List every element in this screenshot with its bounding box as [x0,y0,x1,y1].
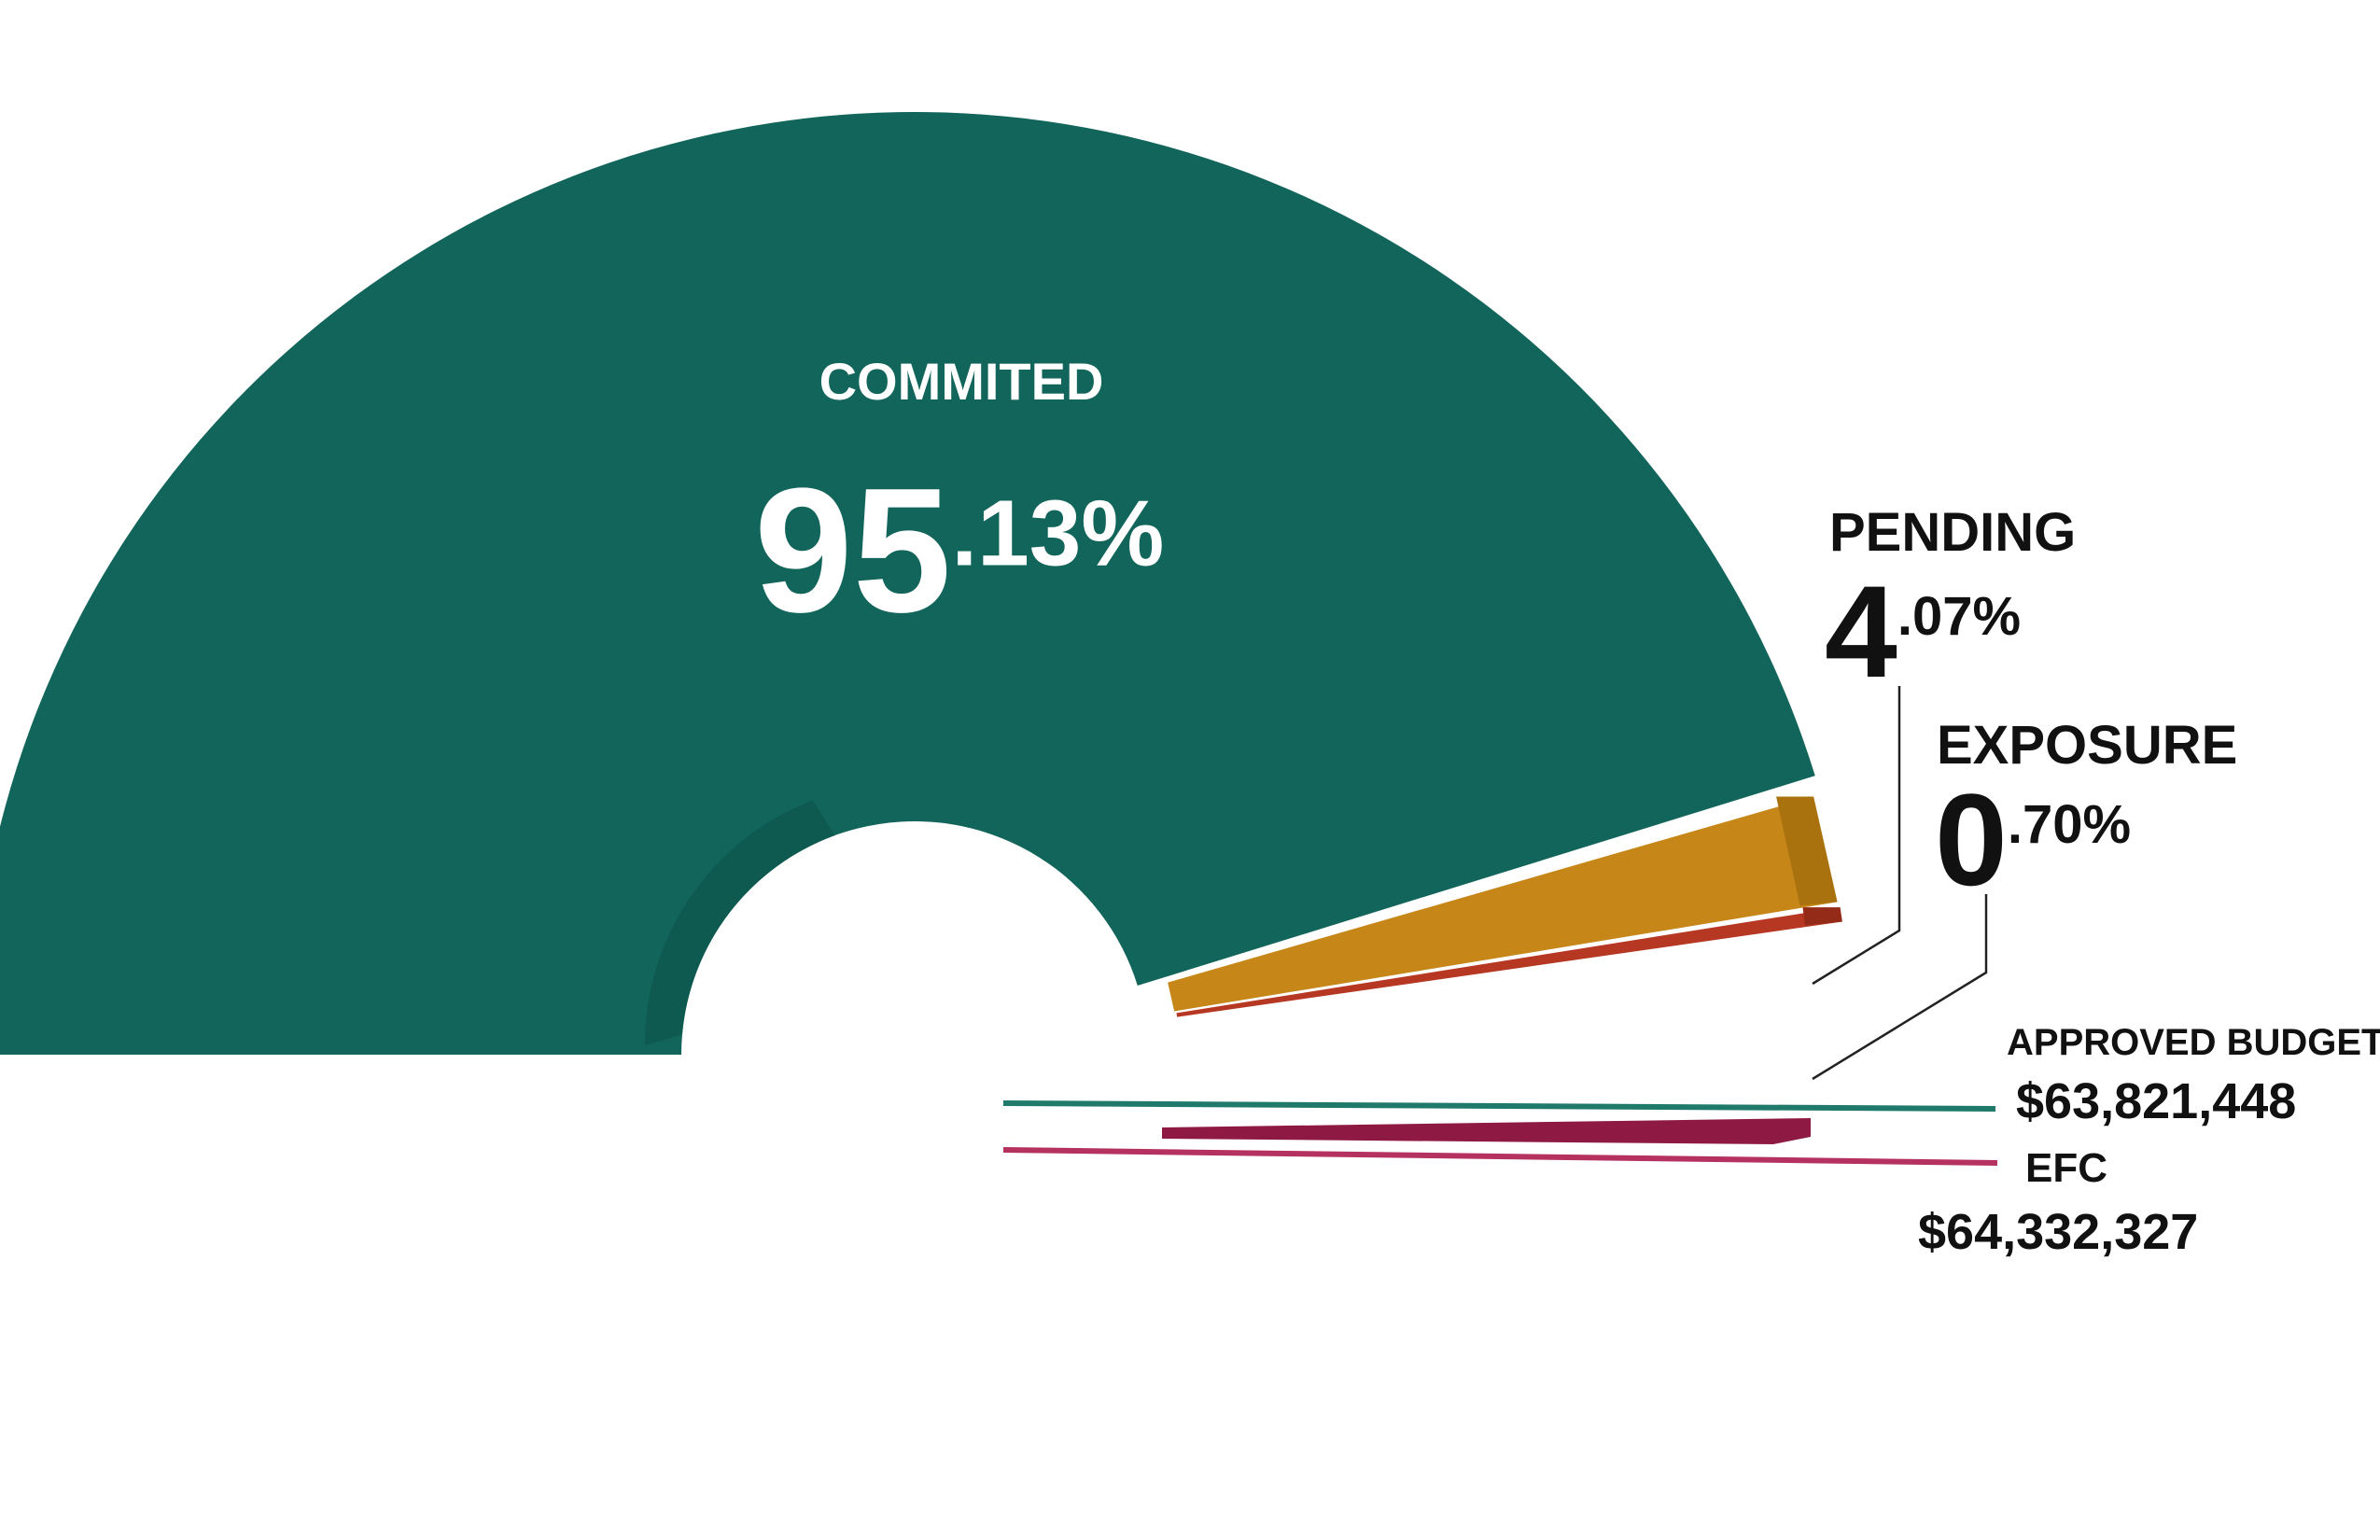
committed-label: COMMITED [819,352,1104,411]
slice-exposure [1176,907,1842,1017]
pending-leader-line [1812,686,1901,986]
efc-line [1002,1147,1998,1166]
approved-budget-label: APPROVED BUDGET [2007,1022,2380,1063]
slice-committed-shade [644,800,835,1046]
slice-pending [1168,796,1838,1012]
approved-budget-line [1002,1100,1996,1112]
exposure-value: 0.70% [1935,766,2131,913]
efc-label: EFC [2025,1145,2107,1191]
exposure-value-int: 0 [1935,766,2008,913]
efc-bar [1162,1118,1811,1144]
exposure-value-dec: .70% [2008,794,2131,855]
approved-budget-amount: $63,821,448 [2016,1073,2296,1129]
slice-pending-side [1776,796,1838,906]
exposure-label: EXPOSURE [1937,715,2237,776]
committed-value-int: 95 [754,452,951,650]
committed-value: 95.13% [754,452,1164,650]
reference-lines-layer [1002,686,1998,1166]
slice-committed [0,112,1815,1055]
pending-value-int: 4 [1825,558,1897,705]
slice-exposure-side [1802,907,1842,926]
slices-layer [0,112,1842,1144]
exposure-leader-line [1812,894,1988,1081]
pending-value-dec: .07% [1897,586,2021,647]
committed-value-dec: .13% [951,482,1164,586]
efc-amount: $64,332,327 [1918,1204,2198,1260]
pending-label: PENDING [1829,502,2076,563]
pending-value: 4.07% [1825,558,2021,705]
